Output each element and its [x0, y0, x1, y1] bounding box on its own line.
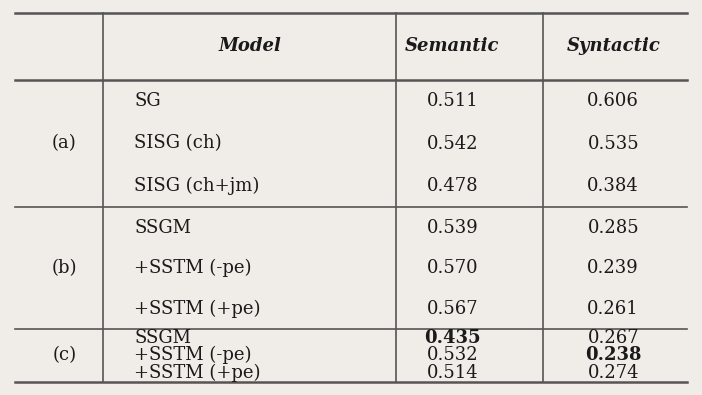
Text: +SSTM (+pe): +SSTM (+pe): [134, 364, 260, 382]
Text: 0.261: 0.261: [588, 300, 639, 318]
Text: 0.567: 0.567: [427, 300, 478, 318]
Text: 0.511: 0.511: [427, 92, 478, 110]
Text: 0.539: 0.539: [427, 218, 478, 237]
Text: SISG (ch): SISG (ch): [134, 135, 222, 152]
Text: Syntactic: Syntactic: [567, 38, 660, 55]
Text: 0.435: 0.435: [424, 329, 481, 347]
Text: 0.570: 0.570: [427, 259, 478, 277]
Text: Semantic: Semantic: [405, 38, 500, 55]
Text: 0.285: 0.285: [588, 218, 639, 237]
Text: SG: SG: [134, 92, 161, 110]
Text: 0.238: 0.238: [585, 346, 642, 364]
Text: SSGM: SSGM: [134, 329, 191, 347]
Text: +SSTM (-pe): +SSTM (-pe): [134, 259, 252, 277]
Text: (b): (b): [51, 259, 77, 277]
Text: 0.514: 0.514: [427, 364, 478, 382]
Text: 0.606: 0.606: [588, 92, 639, 110]
Text: Model: Model: [218, 38, 281, 55]
Text: 0.542: 0.542: [427, 135, 478, 152]
Text: 0.384: 0.384: [588, 177, 639, 195]
Text: SSGM: SSGM: [134, 218, 191, 237]
Text: 0.267: 0.267: [588, 329, 639, 347]
Text: (a): (a): [52, 135, 77, 152]
Text: 0.239: 0.239: [588, 259, 639, 277]
Text: +SSTM (+pe): +SSTM (+pe): [134, 299, 260, 318]
Text: 0.532: 0.532: [427, 346, 478, 364]
Text: (c): (c): [52, 346, 77, 364]
Text: 0.535: 0.535: [588, 135, 639, 152]
Text: +SSTM (-pe): +SSTM (-pe): [134, 346, 252, 365]
Text: SISG (ch+jm): SISG (ch+jm): [134, 177, 260, 195]
Text: 0.274: 0.274: [588, 364, 639, 382]
Text: 0.478: 0.478: [427, 177, 478, 195]
